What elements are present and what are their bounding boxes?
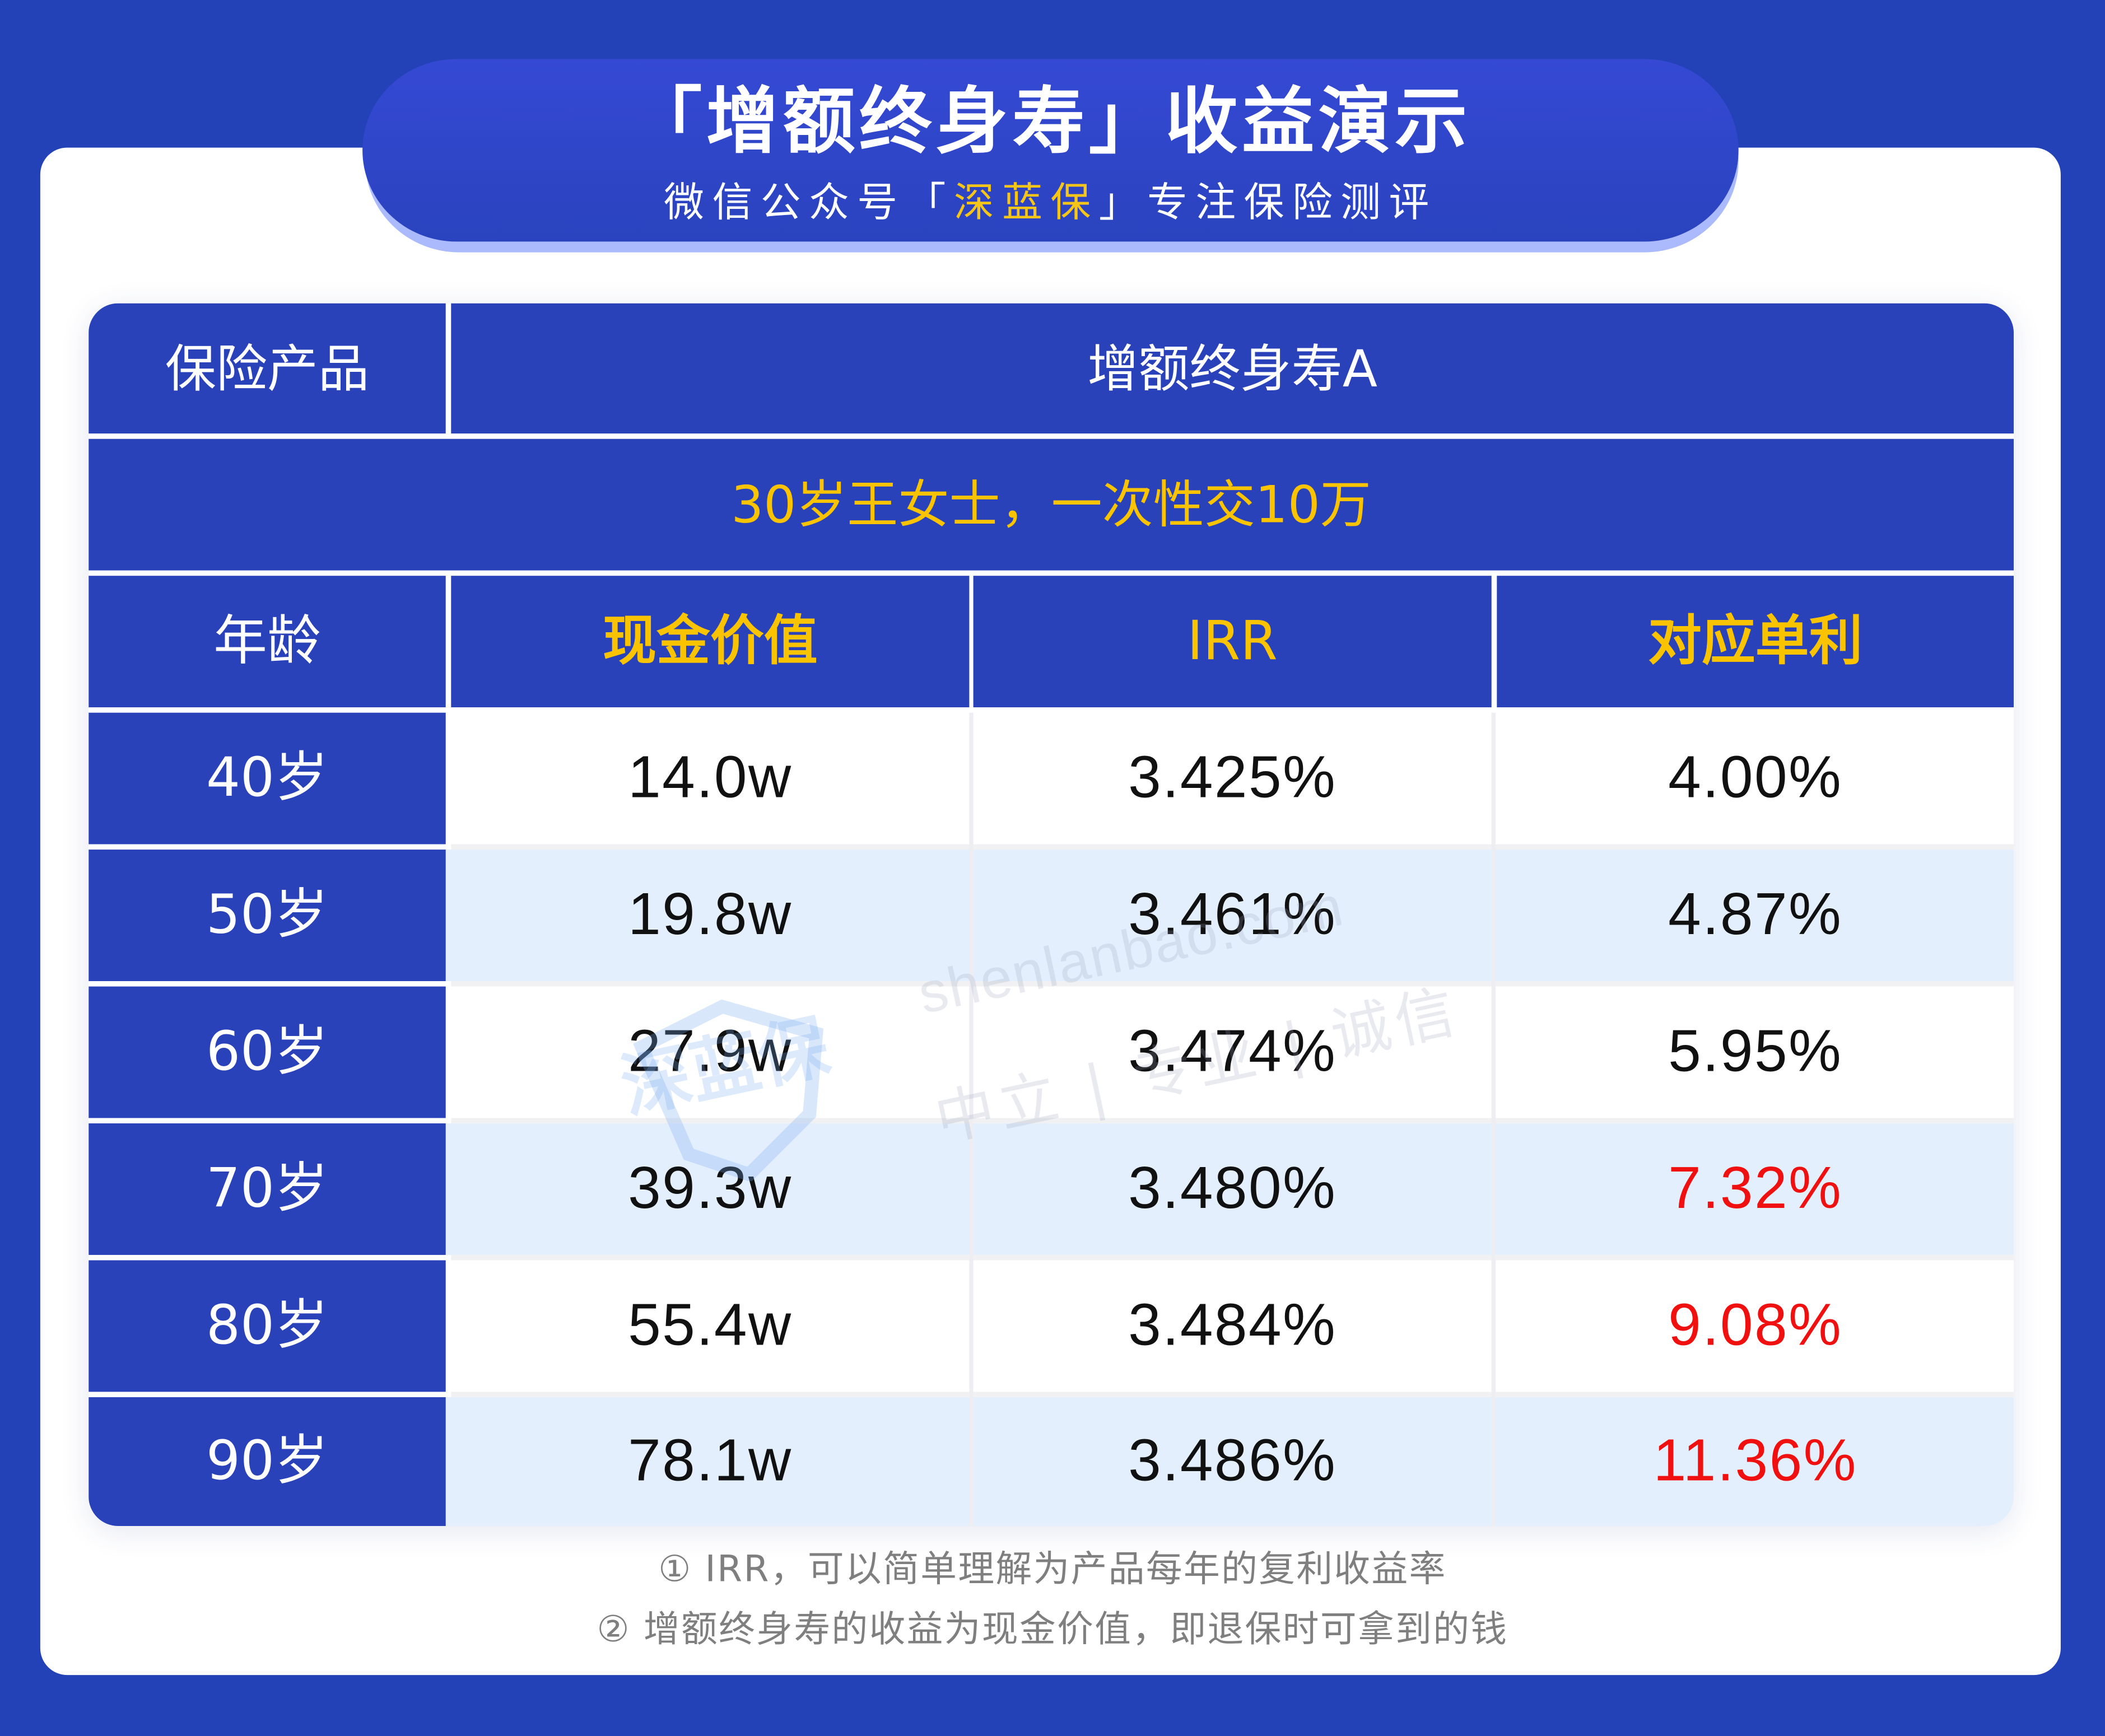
returns-table: 保险产品 增额终身寿A 30岁王女士，一次性交10万 年龄 现金价值 IRR 对… bbox=[89, 303, 2014, 1527]
irr-cell: 3.484% bbox=[1128, 1292, 1337, 1359]
row-divider bbox=[451, 844, 2014, 850]
simple-rate-cell: 4.87% bbox=[1668, 881, 1843, 948]
row-divider bbox=[451, 1254, 2014, 1261]
product-label-cell: 保险产品 bbox=[89, 303, 446, 434]
cash-value-cell: 14.0w bbox=[628, 745, 793, 811]
simple-rate-cell: 5.95% bbox=[1668, 1019, 1843, 1085]
age-cell: 50岁 bbox=[89, 850, 446, 981]
simple-rate-cell: 4.00% bbox=[1668, 745, 1843, 811]
footnote-cash-value: ② 增额终身寿的收益为现金价值，即退保时可拿到的钱 bbox=[597, 1609, 1508, 1651]
age-cell: 40岁 bbox=[89, 712, 446, 844]
subtitle-suffix: 」专注保险测评 bbox=[1098, 180, 1437, 227]
row-divider bbox=[451, 1392, 2014, 1397]
cash-value-cell: 27.9w bbox=[628, 1019, 793, 1085]
irr-cell: 3.486% bbox=[1128, 1428, 1337, 1494]
scenario-cell: 30岁王女士，一次性交10万 bbox=[89, 438, 2014, 571]
title-banner: 「增额终身寿」收益演示 微信公众号「深蓝保」专注保险测评 bbox=[362, 59, 1739, 242]
row-divider bbox=[451, 981, 2014, 987]
simple-rate-cell-highlighted: 9.08% bbox=[1668, 1292, 1843, 1359]
irr-cell: 3.480% bbox=[1128, 1155, 1337, 1221]
page-title: 「增额终身寿」收益演示 bbox=[630, 79, 1471, 164]
column-divider bbox=[969, 712, 974, 1527]
column-header-simple-rate: 对应单利 bbox=[1497, 576, 2014, 708]
simple-rate-cell-highlighted: 7.32% bbox=[1668, 1155, 1843, 1221]
column-header-cash-value: 现金价值 bbox=[451, 576, 970, 708]
cash-value-cell: 78.1w bbox=[628, 1428, 793, 1494]
column-divider bbox=[1491, 712, 1496, 1527]
cash-value-cell: 55.4w bbox=[628, 1292, 793, 1359]
age-cell: 70岁 bbox=[89, 1123, 446, 1255]
page-subtitle: 微信公众号「深蓝保」专注保险测评 bbox=[362, 177, 1739, 231]
irr-cell: 3.474% bbox=[1128, 1019, 1337, 1085]
column-header-age: 年龄 bbox=[89, 576, 446, 708]
age-cell: 80岁 bbox=[89, 1260, 446, 1392]
cash-value-cell: 19.8w bbox=[628, 881, 793, 948]
row-divider bbox=[451, 1118, 2014, 1124]
product-name-cell: 增额终身寿A bbox=[451, 303, 2014, 434]
irr-cell: 3.425% bbox=[1128, 745, 1337, 811]
column-header-irr: IRR bbox=[973, 576, 1492, 708]
brand-name: 深蓝保 bbox=[953, 180, 1099, 227]
simple-rate-cell-highlighted: 11.36% bbox=[1653, 1428, 1857, 1494]
footnote-irr: ① IRR，可以简单理解为产品每年的复利收益率 bbox=[658, 1548, 1447, 1591]
cash-value-cell: 39.3w bbox=[628, 1155, 793, 1221]
irr-cell: 3.461% bbox=[1128, 881, 1337, 948]
subtitle-prefix: 微信公众号「 bbox=[664, 180, 954, 227]
age-cell: 90岁 bbox=[89, 1397, 446, 1527]
age-cell: 60岁 bbox=[89, 986, 446, 1118]
